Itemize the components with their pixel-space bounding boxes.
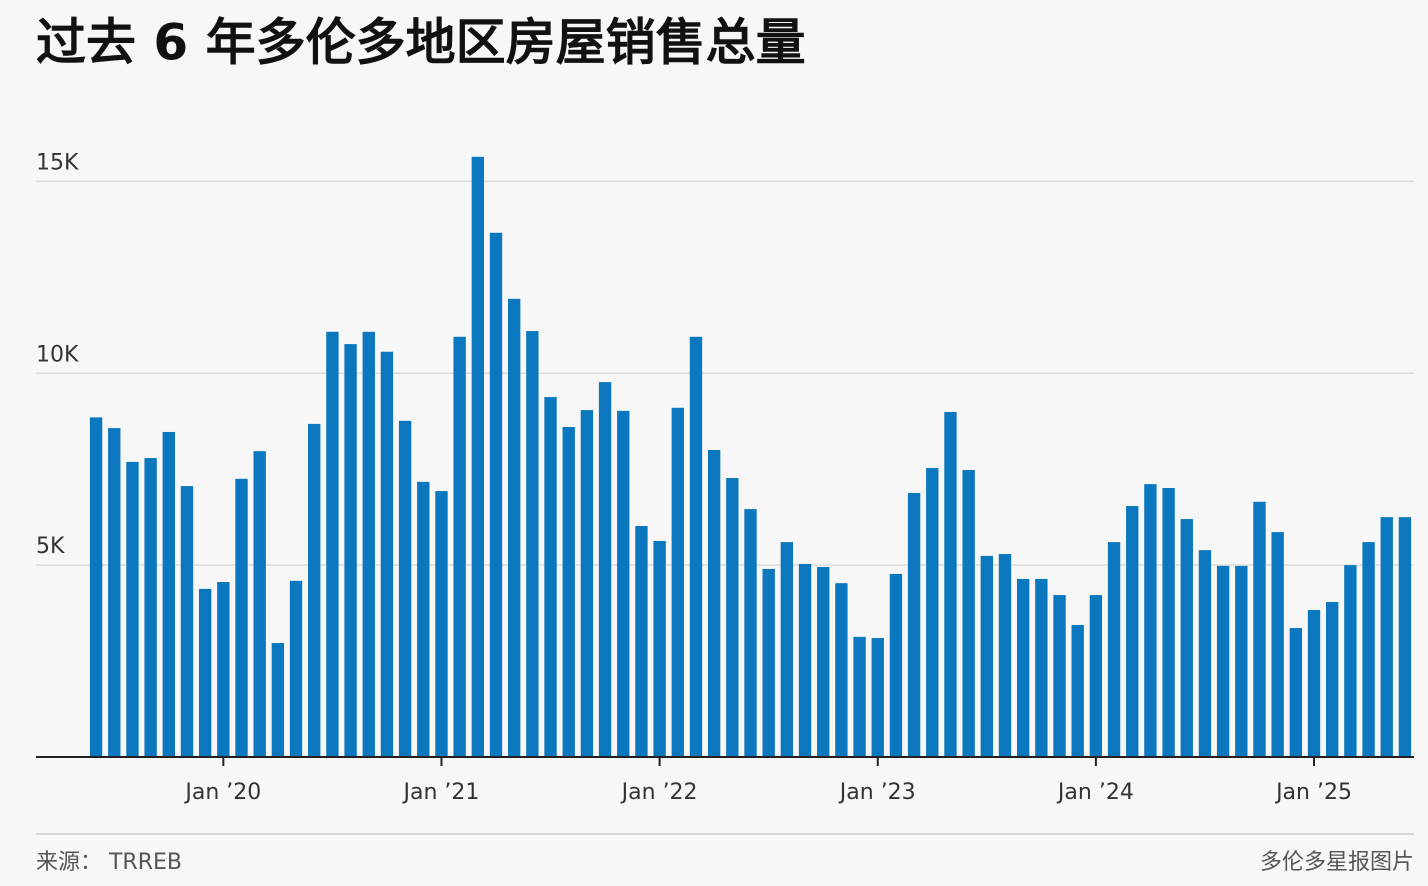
bar	[1380, 517, 1393, 757]
bar	[1289, 628, 1303, 757]
bar	[180, 486, 194, 757]
bar	[1362, 542, 1375, 757]
x-tick-label: Jan ’21	[402, 780, 480, 805]
bar	[126, 461, 139, 757]
bar	[635, 525, 648, 757]
bar	[1253, 501, 1266, 757]
bar	[1271, 532, 1284, 757]
bar	[380, 351, 394, 757]
bar	[598, 382, 612, 757]
bar	[144, 458, 157, 757]
bar	[944, 412, 957, 757]
chart-title: 过去 6 年多伦多地区房屋销售总量	[36, 14, 806, 72]
bar	[835, 583, 848, 757]
bar	[926, 468, 939, 757]
bar	[1126, 506, 1139, 757]
bar	[162, 431, 175, 757]
bar	[235, 478, 248, 757]
bar	[271, 643, 285, 757]
x-tick-label: Jan ’23	[838, 780, 916, 805]
bar	[526, 331, 539, 757]
bar	[308, 423, 321, 757]
source: 来源： TRREB	[36, 850, 182, 875]
bar	[1035, 578, 1048, 757]
y-tick-label: 5K	[36, 534, 65, 559]
bar	[580, 410, 594, 757]
bar	[198, 588, 212, 757]
bar	[253, 451, 266, 757]
bar	[726, 478, 739, 757]
bar	[1344, 565, 1357, 757]
bar	[780, 542, 794, 757]
bar	[562, 426, 575, 757]
bar	[1398, 517, 1412, 757]
bar	[871, 638, 884, 757]
bar	[1307, 610, 1321, 757]
bar	[508, 298, 521, 757]
bar	[544, 397, 557, 757]
bar	[398, 420, 412, 757]
bar	[1326, 601, 1339, 757]
bar	[962, 469, 975, 757]
bar	[1071, 624, 1084, 757]
bar	[1162, 487, 1175, 757]
bar	[326, 331, 339, 757]
bar	[1144, 484, 1157, 757]
bar	[798, 563, 812, 757]
bar	[817, 567, 830, 757]
bar	[653, 540, 666, 757]
x-tick-label: Jan ’24	[1056, 780, 1134, 805]
bar	[435, 491, 448, 757]
bar	[1107, 542, 1121, 757]
bar	[762, 568, 775, 757]
bar	[453, 336, 466, 757]
bar	[489, 232, 503, 758]
bar	[853, 636, 866, 757]
bar	[471, 156, 485, 757]
credit: 多伦多星报图片	[1260, 850, 1414, 875]
bar	[907, 492, 921, 757]
bar	[980, 555, 993, 757]
bar	[707, 450, 721, 757]
bar	[998, 553, 1012, 757]
y-tick-label: 15K	[36, 150, 79, 175]
x-tick-label: Jan ’20	[183, 780, 261, 805]
x-tick-label: Jan ’25	[1274, 780, 1352, 805]
bar	[417, 481, 430, 757]
bar	[1216, 565, 1230, 757]
bar	[689, 336, 703, 757]
bar	[89, 417, 103, 757]
bar	[344, 344, 357, 757]
bar	[1016, 578, 1030, 757]
bar	[217, 582, 230, 757]
bar	[1235, 565, 1248, 757]
bar	[1198, 550, 1212, 757]
bar	[671, 407, 684, 757]
bar	[889, 573, 903, 757]
bar	[744, 509, 757, 757]
x-tick-label: Jan ’22	[620, 780, 698, 805]
bar	[108, 428, 121, 757]
bar	[617, 410, 630, 757]
bar	[362, 331, 375, 757]
bar	[1053, 595, 1066, 757]
bar	[1180, 519, 1193, 757]
bar	[1089, 595, 1103, 757]
y-tick-label: 10K	[36, 342, 79, 367]
bar	[289, 580, 303, 757]
